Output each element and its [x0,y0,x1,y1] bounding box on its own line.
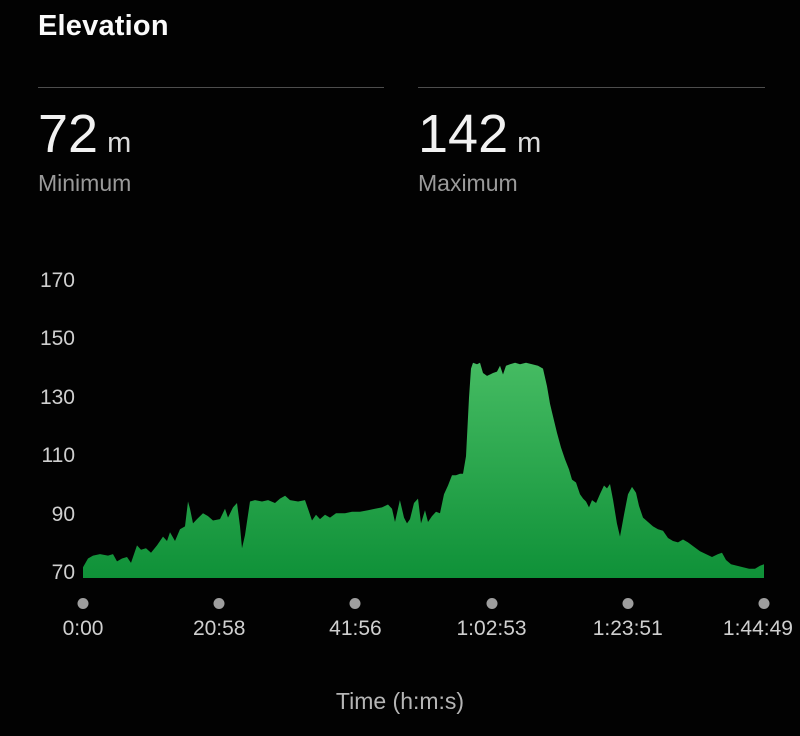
stat-minimum-value: 72 [38,104,99,164]
stat-maximum: 142 m Maximum [418,106,541,197]
x-tick-dot-3 [486,598,498,609]
elevation-area-fill [83,362,764,578]
x-tick-label-4: 1:23:51 [592,617,663,640]
y-tick-label-130: 130 [39,385,75,409]
stat-divider-minimum [38,87,384,88]
y-tick-label-110: 110 [41,444,75,468]
x-axis-title: Time (h:m:s) [335,688,465,714]
y-tick-label-90: 90 [51,502,75,526]
stat-minimum: 72 m Minimum [38,106,131,197]
x-tick-label-0: 0:00 [62,617,104,640]
x-tick-label-2: 41:56 [329,617,382,640]
y-tick-label-170: 170 [39,269,75,292]
x-tick-label-5: 1:44:49 [722,617,793,640]
page-title: Elevation [38,10,169,42]
x-tick-label-3: 1:02:53 [456,617,527,640]
stat-maximum-unit: m [517,127,542,159]
x-tick-dot-2 [349,598,361,609]
x-tick-dot-5 [758,598,770,609]
y-tick-label-70: 70 [51,561,75,584]
stat-maximum-value: 142 [418,104,509,164]
stat-maximum-label: Maximum [418,169,518,196]
x-tick-dot-4 [622,598,634,609]
x-tick-label-1: 20:58 [192,617,246,640]
x-tick-dot-1 [213,598,225,609]
y-tick-label-150: 150 [39,327,75,351]
elevation-area-svg[interactable] [83,281,764,578]
stat-minimum-label: Minimum [38,169,132,196]
stat-minimum-unit: m [107,127,132,159]
x-tick-dot-0 [77,598,89,609]
stat-divider-maximum [418,87,765,88]
